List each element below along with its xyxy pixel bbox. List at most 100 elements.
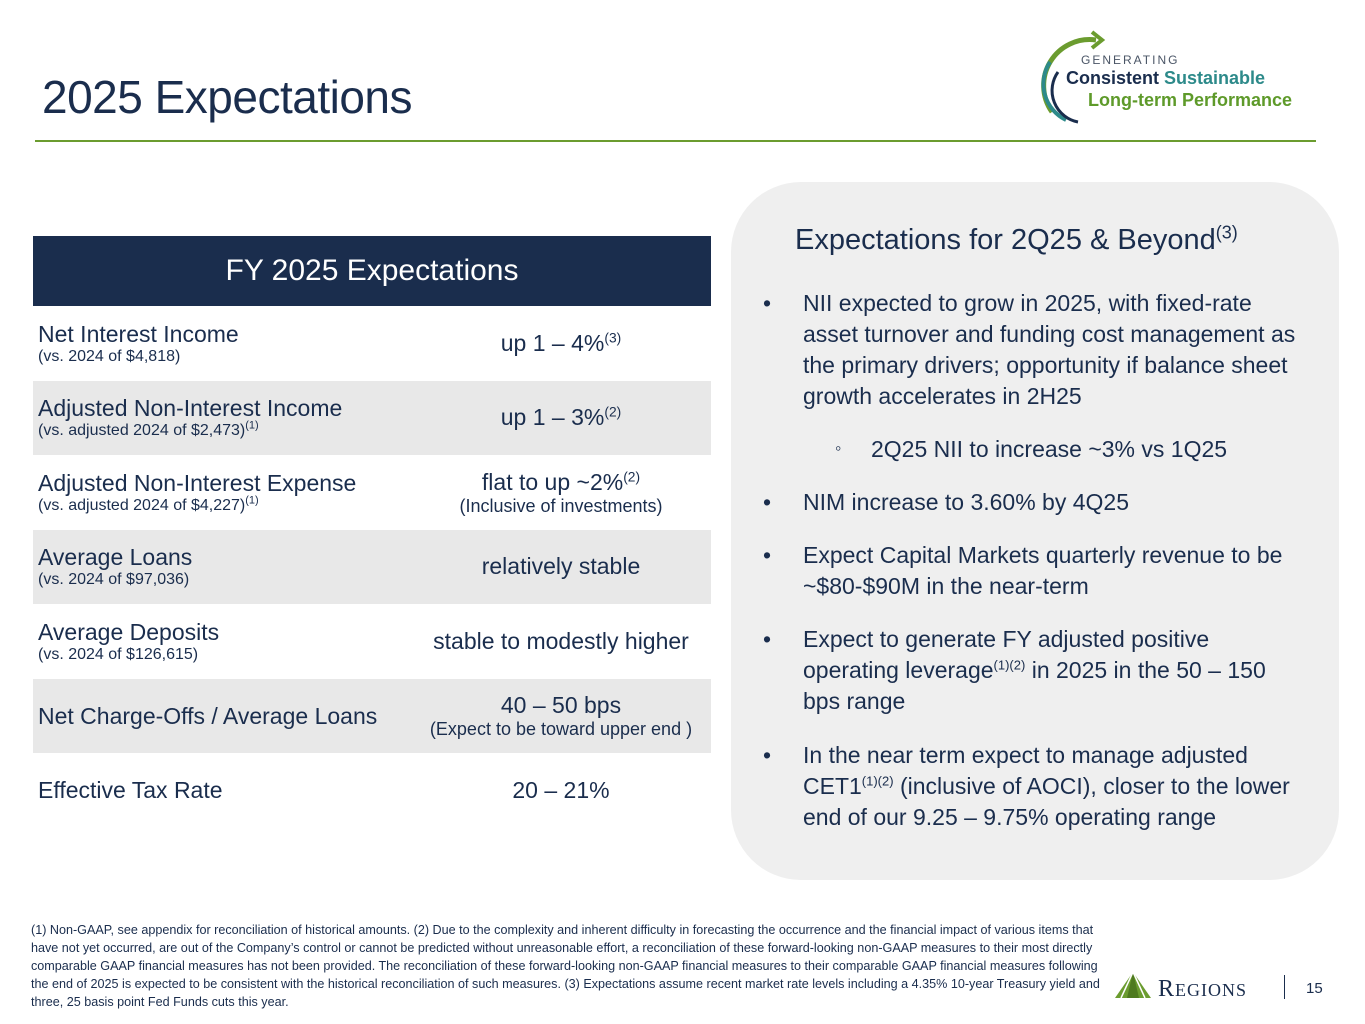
sub-bullet-text: 2Q25 NII to increase ~3% vs 1Q25 (871, 436, 1228, 462)
row-sublabel-text: (vs. adjusted 2024 of $4,227) (38, 496, 246, 514)
title-divider (35, 140, 1316, 142)
bullet-text-part: (inclusive of AOCI), closer to the lower… (803, 773, 1290, 830)
row-value-text: up 1 – 3% (500, 404, 605, 431)
row-value: relatively stable (481, 553, 641, 580)
generating-performance-logo: GENERATING Consistent Sustainable Long-t… (1036, 28, 1326, 132)
bullet-icon: • (763, 626, 772, 652)
row-label: Average Loans (38, 544, 193, 571)
row-value-cell: 40 – 50 bps (Expect to be toward upper e… (411, 692, 711, 739)
row-value: 20 – 21% (512, 776, 610, 803)
circular-arrow-icon (1041, 30, 1106, 124)
row-sublabel: (vs. adjusted 2024 of $2,473)(1) (38, 419, 411, 440)
logo-long-term-text: Long-term Performance (1088, 90, 1293, 110)
row-sublabel: (vs. adjusted 2024 of $4,227)(1) (38, 494, 411, 515)
footer-separator (1284, 975, 1285, 999)
table-header: FY 2025 Expectations (33, 236, 711, 306)
row-value: 40 – 50 bps (500, 692, 622, 719)
row-label: Adjusted Non-Interest Expense (38, 469, 357, 496)
footnote-ref: (1)(2) (993, 657, 1026, 673)
panel-heading: Expectations for 2Q25 & Beyond(3) (795, 222, 1238, 257)
bullet-icon: • (763, 542, 772, 568)
bullet-text: NIM increase to 3.60% by 4Q25 (803, 489, 1129, 515)
row-label-cell: Effective Tax Rate (33, 777, 411, 803)
footnote-ref: (2) (623, 469, 641, 485)
row-label-cell: Average Deposits (vs. 2024 of $126,615) (33, 619, 411, 664)
row-value: flat to up ~2%(2) (411, 469, 711, 496)
table-row: Adjusted Non-Interest Income (vs. adjust… (33, 380, 711, 455)
row-label: Average Deposits (38, 618, 220, 645)
page-number: 15 (1306, 980, 1323, 997)
footnote-ref: (1)(2) (861, 773, 894, 789)
row-value: stable to modestly higher (433, 627, 689, 654)
row-sublabel-text: (vs. 2024 of $4,818) (38, 347, 181, 365)
brand-name: REGIONS (1158, 976, 1247, 1003)
logo-generating-text: GENERATING (1081, 53, 1180, 67)
footnote-ref: (1) (245, 494, 259, 507)
table-row: Adjusted Non-Interest Expense (vs. adjus… (33, 455, 711, 530)
bullet-item: • Expect to generate FY adjusted positiv… (763, 624, 1303, 717)
pyramid-icon (1115, 971, 1151, 999)
table-row: Net Charge-Offs / Average Loans 40 – 50 … (33, 678, 711, 753)
row-sublabel: (vs. 2024 of $97,036) (38, 571, 190, 589)
footnotes: (1) Non-GAAP, see appendix for reconcili… (31, 923, 1100, 1009)
sub-bullet-item: ◦ 2Q25 NII to increase ~3% vs 1Q25 (835, 434, 1227, 465)
regions-logo: REGIONS (1113, 968, 1273, 1002)
row-value-cell: up 1 – 4%(3) (411, 330, 711, 357)
row-value-cell: 20 – 21% (411, 777, 711, 804)
bullet-icon: • (763, 290, 772, 316)
table-row: Net Interest Income (vs. 2024 of $4,818)… (33, 306, 711, 381)
bullet-text: In the near term expect to manage adjust… (803, 740, 1303, 833)
bullet-text: NII expected to grow in 2025, with fixed… (803, 290, 1296, 409)
row-label: Net Charge-Offs / Average Loans (38, 702, 378, 729)
row-label: Adjusted Non-Interest Income (38, 395, 343, 422)
table-row: Average Loans (vs. 2024 of $97,036) rela… (33, 529, 711, 604)
row-value-cell: stable to modestly higher (411, 628, 711, 655)
row-value-text: flat to up ~2% (481, 468, 624, 495)
row-sublabel: (vs. 2024 of $126,615) (38, 645, 199, 663)
row-value-cell: relatively stable (411, 553, 711, 580)
bullet-icon: • (763, 489, 772, 515)
bullet-text: Expect Capital Markets quarterly revenue… (803, 542, 1283, 599)
row-value-text: up 1 – 4% (500, 329, 605, 356)
footnote-ref: (1) (245, 419, 259, 432)
row-label-cell: Average Loans (vs. 2024 of $97,036) (33, 544, 411, 589)
row-label-cell: Net Charge-Offs / Average Loans (33, 703, 411, 729)
row-label-cell: Adjusted Non-Interest Expense (vs. adjus… (33, 470, 411, 515)
bullet-text: Expect to generate FY adjusted positive … (803, 624, 1303, 717)
expectations-panel: Expectations for 2Q25 & Beyond(3) • NII … (731, 182, 1339, 880)
sub-bullet-icon: ◦ (835, 438, 842, 458)
logo-consistent-text: Consistent (1066, 68, 1160, 88)
bullet-item: • NIM increase to 3.60% by 4Q25 (763, 487, 1303, 518)
table-row: Effective Tax Rate 20 – 21% (33, 753, 711, 828)
bullet-text-part: Expect to generate FY adjusted positive … (803, 626, 1210, 683)
row-sublabel: (vs. 2024 of $4,818) (38, 347, 411, 366)
footnote-ref: (3) (1215, 222, 1238, 243)
table-row: Average Deposits (vs. 2024 of $126,615) … (33, 604, 711, 679)
row-label-cell: Adjusted Non-Interest Income (vs. adjust… (33, 395, 411, 440)
row-value: up 1 – 4%(3) (411, 330, 711, 357)
brand-initial: R (1158, 976, 1176, 1002)
row-sublabel-text: (vs. adjusted 2024 of $2,473) (38, 422, 246, 440)
footnote-ref: (3) (604, 330, 622, 346)
row-value-cell: up 1 – 3%(2) (411, 404, 711, 431)
bullet-text-part: in 2025 in the 50 – 150 bps range (803, 657, 1266, 714)
bullet-item: • Expect Capital Markets quarterly reven… (763, 540, 1303, 602)
page-title: 2025 Expectations (42, 71, 413, 123)
row-label: Net Interest Income (38, 320, 239, 347)
bullet-item: • In the near term expect to manage adju… (763, 740, 1303, 833)
row-value: up 1 – 3%(2) (411, 404, 711, 431)
logo-sustainable-text: Sustainable (1164, 68, 1266, 88)
brand-rest: EGIONS (1175, 980, 1248, 1000)
row-value-note: (Expect to be toward upper end ) (429, 719, 693, 740)
row-value-cell: flat to up ~2%(2) (Inclusive of investme… (411, 469, 711, 516)
fy-expectations-table: FY 2025 Expectations Net Interest Income… (33, 236, 711, 828)
row-label-cell: Net Interest Income (vs. 2024 of $4,818) (33, 321, 411, 366)
footnote-ref: (2) (604, 404, 622, 420)
panel-heading-text: Expectations for 2Q25 & Beyond (795, 224, 1216, 256)
logo-line-1: Consistent Sustainable (1066, 68, 1265, 89)
row-value-note: (Inclusive of investments) (459, 495, 663, 516)
bullet-icon: • (763, 742, 772, 768)
bullet-text-part: In the near term expect to manage adjust… (803, 742, 1248, 799)
bullet-item: • NII expected to grow in 2025, with fix… (763, 288, 1303, 412)
row-label: Effective Tax Rate (38, 777, 223, 804)
